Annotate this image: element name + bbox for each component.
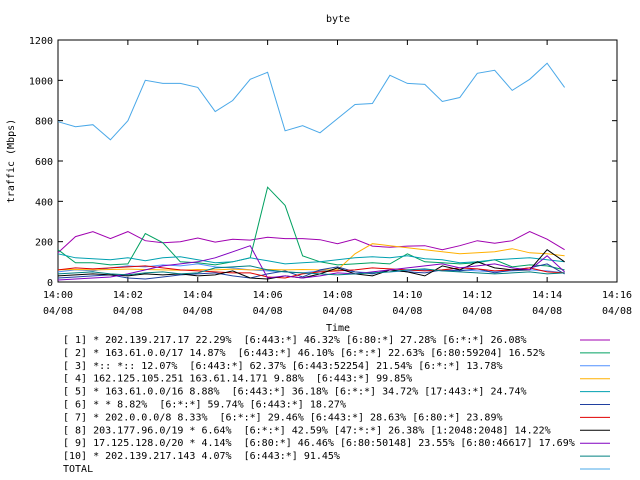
x-tick-label: 14:10: [392, 290, 422, 301]
y-tick-label: 600: [35, 157, 53, 168]
y-axis-label: traffic (Mbps): [6, 119, 17, 203]
series-line-3: [57, 263, 565, 274]
x-tick-date-label: 04/08: [532, 306, 562, 317]
x-tick-label: 14:16: [602, 290, 632, 301]
x-tick-date-label: 04/08: [113, 306, 143, 317]
series-line-10: [57, 265, 565, 276]
x-tick-date-label: 04/08: [392, 306, 422, 317]
series-lines: [57, 62, 566, 281]
x-tick-label: 14:04: [183, 290, 213, 301]
series-line-4: [57, 243, 565, 271]
x-tick-date-label: 04/08: [602, 306, 632, 317]
legend-entry-label: [10] * 202.139.217.143 4.07% [6:443:*] 9…: [63, 451, 340, 462]
legend-entry-label: [ 6] * * 8.82% [6:*:*] 59.74% [6:443:*] …: [63, 400, 346, 411]
legend-entry-label: [ 3] *:: *:: 12.07% [6:443:*] 62.37% [6:…: [63, 361, 503, 372]
legend-entry-label: [ 1] * 202.139.217.17 22.29% [6:443:*] 4…: [63, 335, 527, 346]
legend: [ 1] * 202.139.217.17 22.29% [6:443:*] 4…: [63, 335, 610, 475]
y-tick-label: 400: [35, 197, 53, 208]
x-tick-label: 14:06: [253, 290, 283, 301]
series-line-11: [57, 62, 566, 141]
y-tick-label: 0: [47, 278, 53, 289]
x-tick-date-label: 04/08: [462, 306, 492, 317]
x-axis: 14:00 04/08 14:02 04/08 14:04 04/08 14:06 04/08…: [43, 40, 632, 317]
series-line-8: [57, 249, 565, 280]
legend-entry-label: TOTAL: [63, 464, 93, 475]
x-tick-label: 14:08: [322, 290, 352, 301]
x-tick-label: 14:00: [43, 290, 73, 301]
legend-entry-label: [ 7] * 202.0.0.0/8 8.33% [6:*:*] 29.46% …: [63, 412, 503, 423]
y-tick-label: 1000: [29, 76, 53, 87]
x-tick-date-label: 04/08: [322, 306, 352, 317]
x-tick-date-label: 04/08: [43, 306, 73, 317]
y-tick-label: 800: [35, 117, 53, 128]
legend-entry-label: [ 5] * 163.61.0.0/16 8.88% [6:443:*] 36.…: [63, 387, 527, 398]
series-line-5: [57, 253, 565, 265]
series-line-2: [57, 186, 565, 271]
series-line-1: [57, 231, 565, 254]
y-tick-label: 200: [35, 238, 53, 249]
x-tick-label: 14:12: [462, 290, 492, 301]
y-tick-label: 1200: [29, 36, 53, 47]
x-tick-label: 14:02: [113, 290, 143, 301]
legend-entry-label: [ 2] * 163.61.0.0/17 14.87% [6:443:*] 46…: [63, 348, 545, 359]
x-tick-label: 14:14: [532, 290, 562, 301]
y-axis: 0 200 400 600 800 1000 1200: [29, 36, 617, 289]
x-tick-date-label: 04/08: [253, 306, 283, 317]
chart-title: byte: [326, 14, 350, 25]
legend-entry-label: [ 4] 162.125.105.251 163.61.14.171 9.88%…: [63, 374, 412, 385]
series-line-9: [57, 245, 565, 281]
x-axis-label: Time: [326, 323, 350, 334]
x-tick-date-label: 04/08: [183, 306, 213, 317]
legend-entry-label: [ 9] 17.125.128.0/20 * 4.14% [6:80:*] 46…: [63, 438, 575, 449]
legend-entry-label: [ 8] 203.177.96.0/19 * 6.64% [6:*:*] 42.…: [63, 425, 551, 436]
